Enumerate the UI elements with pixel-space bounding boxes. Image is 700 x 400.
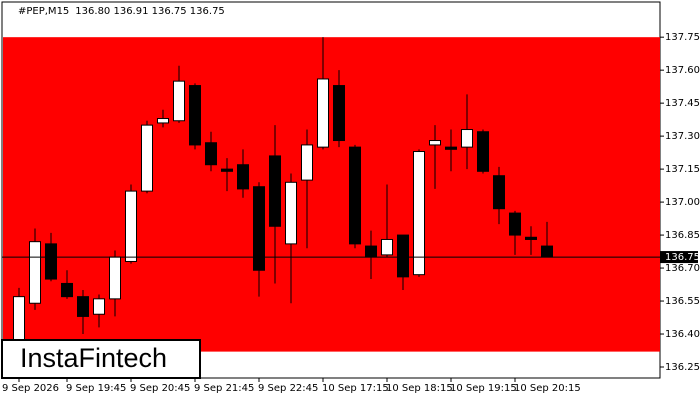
x-tick-label: 10 Sep 17:15	[322, 383, 389, 394]
symbol: #PEP,M15	[18, 6, 69, 17]
y-tick-label: 136.85	[665, 230, 700, 241]
x-tick-label: 9 Sep 21:45	[194, 383, 254, 394]
chart-header: #PEP,M15 136.80 136.91 136.75 136.75	[18, 6, 225, 17]
price-tag-label: 136.75	[665, 252, 700, 263]
x-tick-label: 10 Sep 20:15	[514, 383, 581, 394]
y-tick-label: 137.15	[665, 164, 700, 175]
candle-body	[237, 164, 249, 190]
x-tick-label: 10 Sep 19:15	[450, 383, 517, 394]
candle-body	[93, 298, 105, 315]
candle-body	[317, 78, 329, 148]
candle-body	[45, 243, 57, 280]
x-tick-label: 9 Sep 22:45	[258, 383, 318, 394]
y-tick-label: 136.55	[665, 296, 700, 307]
candle-body	[77, 296, 89, 317]
x-tick-label: 9 Sep 20:45	[130, 383, 190, 394]
logo-box	[1, 339, 201, 379]
candle-body	[157, 118, 169, 124]
logo-text: InstaFintech	[20, 343, 167, 373]
candle-body	[205, 142, 217, 166]
y-tick-label: 137.60	[665, 65, 700, 76]
candle-body	[381, 238, 393, 256]
candle-body	[413, 151, 425, 276]
candle-body	[477, 131, 489, 172]
y-tick-label: 137.45	[665, 98, 700, 109]
candle-body	[269, 155, 281, 227]
x-tick-label: 9 Sep 19:45	[66, 383, 126, 394]
y-tick-label: 137.75	[665, 32, 700, 43]
candle-body	[29, 241, 41, 304]
price-tag	[660, 251, 698, 264]
candle-body	[221, 168, 233, 172]
candle-body	[253, 186, 265, 271]
x-tick-label: 9 Sep 2026	[2, 383, 59, 394]
candle-body	[61, 282, 73, 298]
candle-body	[301, 144, 313, 181]
candle-body	[525, 236, 537, 240]
x-tick-label: 10 Sep 18:15	[386, 383, 453, 394]
candle-body	[333, 85, 345, 142]
y-tick-label: 136.40	[665, 329, 700, 340]
candle-body	[285, 181, 297, 245]
quote: 136.80 136.91 136.75 136.75	[75, 6, 225, 17]
candle-body	[189, 85, 201, 146]
y-tick-label: 137.00	[665, 197, 700, 208]
candle-body	[365, 245, 377, 258]
candle-body	[461, 129, 473, 148]
candle-body	[141, 124, 153, 192]
candle-body	[541, 245, 553, 258]
y-tick-label: 136.70	[665, 263, 700, 274]
candle-body	[109, 256, 121, 300]
y-tick-label: 137.30	[665, 131, 700, 142]
candle-body	[429, 140, 441, 146]
candle-body	[445, 146, 457, 150]
candle-body	[173, 80, 185, 122]
candle-body	[125, 190, 137, 262]
candle-body	[397, 234, 409, 278]
candle-body	[509, 212, 521, 236]
candle-body	[349, 146, 361, 245]
y-tick-label: 136.25	[665, 362, 700, 373]
candle-body	[493, 175, 505, 210]
